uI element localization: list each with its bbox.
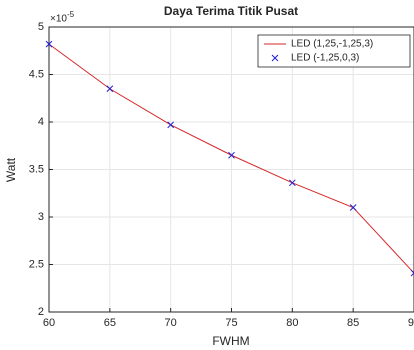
series-marker [228,151,235,159]
series-marker [349,204,357,211]
y-axis-label: Watt [4,157,18,182]
x-tick-label: 70 [165,317,177,329]
x-tick-label: 85 [347,317,359,329]
y-tick-label: 3.5 [29,163,44,175]
x-tick-label: 80 [286,317,298,329]
y-exponent-power: -5 [67,10,75,19]
y-tick-label: 3 [38,211,44,223]
chart-title: Daya Terima Titik Pusat [164,4,298,18]
series-marker [288,179,296,187]
plot-frame [48,26,414,313]
y-exponent-base: ×10 [50,14,67,25]
legend-box [257,34,411,68]
y-tick-label: 4.5 [29,68,44,80]
legend-label: LED (-1,25,0,3) [291,53,359,64]
series-marker [410,269,414,277]
x-tick-label: 65 [104,317,116,329]
legend-label: LED (1,25,-1,25,3) [291,39,373,50]
x-axis-label: FWHM [212,334,249,348]
series-marker [45,40,53,48]
x-tick-label: 75 [225,317,237,329]
y-tick-label: 2 [38,306,44,318]
x-tick-label: 90 [408,317,414,329]
series-marker [167,121,175,129]
y-tick-label: 4 [38,116,44,128]
y-tick-label: 5 [38,21,44,33]
x-tick-label: 60 [43,317,55,329]
y-tick-label: 2.5 [29,258,44,270]
series-marker [106,85,114,93]
legend-marker [271,54,279,62]
